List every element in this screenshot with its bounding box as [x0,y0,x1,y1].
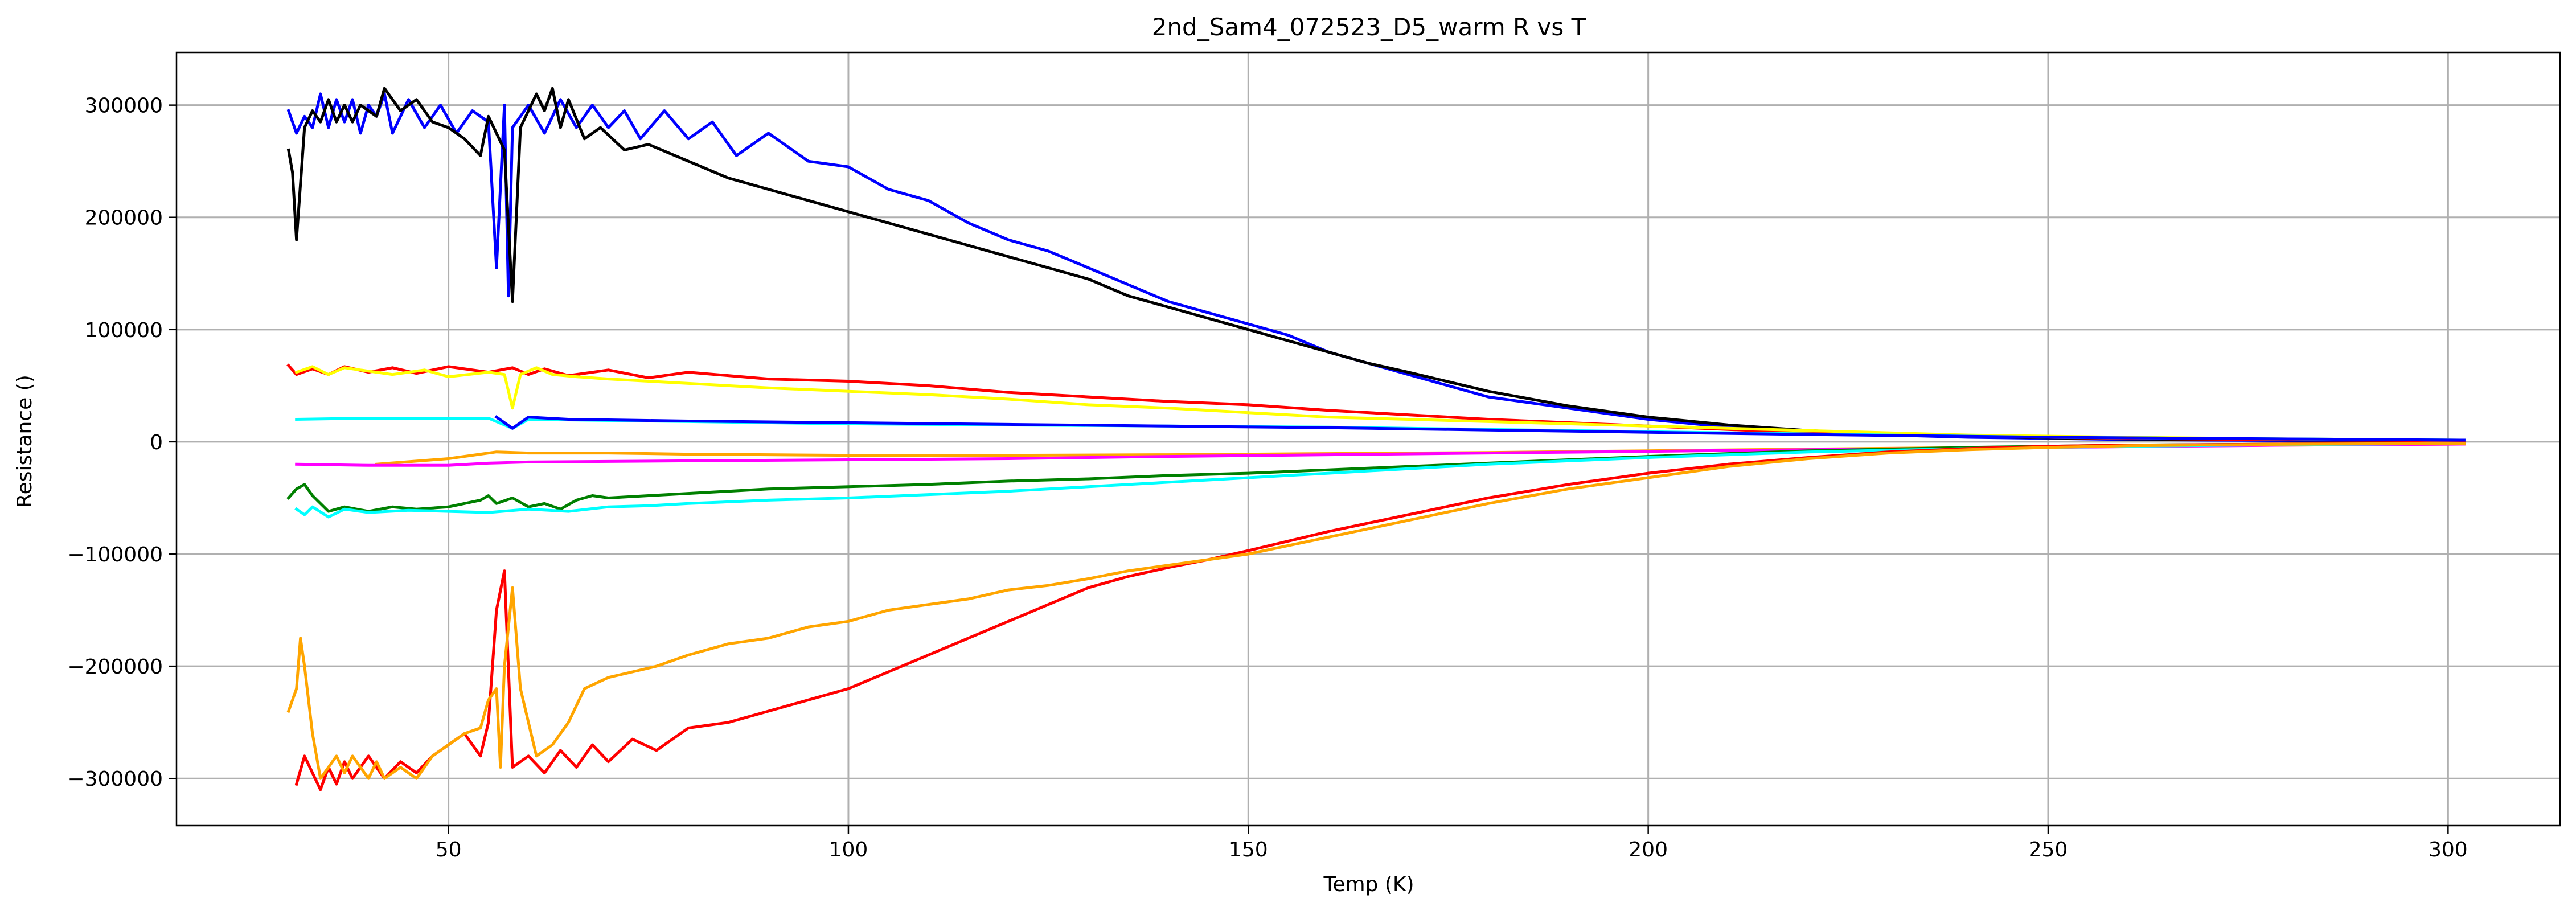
x-tick-label: 50 [436,838,462,861]
y-tick-label: −200000 [67,655,163,679]
y-tick-label: 100000 [85,319,163,342]
series-line-11 [294,441,2466,791]
x-tick-label: 200 [1629,838,1668,861]
chart-title: 2nd_Sam4_072523_D5_warm R vs T [1152,13,1586,41]
y-tick-label: 300000 [85,95,163,118]
x-axis-label: Temp (K) [1323,873,1414,896]
data-series [286,87,2466,791]
x-tick-label: 300 [2429,838,2468,861]
grid-lines [177,52,2560,826]
y-axis-label: Resistance () [13,375,36,508]
x-tick-label: 100 [829,838,868,861]
y-tick-label: −300000 [67,768,163,791]
y-axis-ticks: 300000 200000 100000 0 −100000 −200000 −300000 [67,95,177,791]
y-tick-label: 0 [150,431,163,454]
series-line-4 [294,365,2466,442]
series-line-10 [294,442,2466,519]
x-tick-label: 150 [1229,838,1268,861]
x-axis-ticks: 50 100 150 200 250 300 [436,826,2468,861]
series-line-6 [494,415,2466,442]
y-tick-label: 200000 [85,207,163,230]
x-tick-label: 250 [2029,838,2068,861]
plot-area-frame [175,51,2561,827]
y-tick-label: −100000 [67,543,163,567]
series-line-2 [286,87,2466,442]
series-line-12 [286,442,2466,780]
